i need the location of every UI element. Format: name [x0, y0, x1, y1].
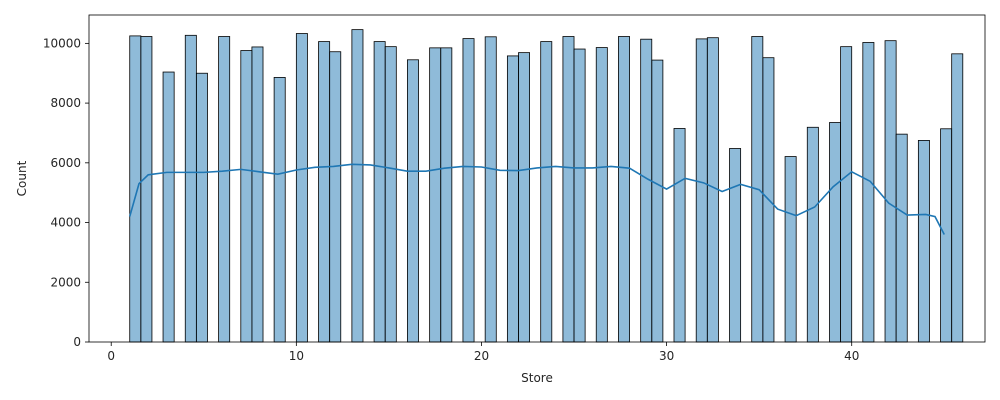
x-axis-label: Store: [521, 371, 553, 385]
histogram-bar: [784, 156, 797, 343]
histogram-bar: [829, 122, 842, 343]
histogram-bar: [673, 128, 686, 343]
histogram-bar: [295, 33, 308, 343]
histogram-bar: [806, 126, 819, 343]
histogram-bar: [251, 46, 264, 343]
y-tick-label: 6000: [50, 156, 81, 170]
histogram-bar: [506, 55, 519, 343]
y-tick-label: 2000: [50, 275, 81, 289]
histogram-bar: [462, 38, 475, 343]
y-tick-label: 0: [73, 335, 81, 349]
histogram-bar: [273, 77, 286, 343]
histogram-bar: [407, 59, 419, 343]
histogram-bar: [351, 29, 364, 343]
histogram-bar: [895, 133, 908, 343]
histogram-bar: [695, 38, 708, 343]
y-axis: 0 2000 4000 6000 8000 10000: [43, 36, 89, 349]
histogram-bar: [651, 59, 664, 343]
histogram-bar: [640, 38, 653, 343]
histogram-bar: [129, 35, 142, 343]
histogram-bar: [240, 50, 253, 343]
kde-curve: [128, 163, 945, 235]
y-tick-label: 8000: [50, 96, 81, 110]
histogram-bar: [184, 34, 197, 343]
histogram-bar: [484, 36, 497, 343]
histogram-bar: [429, 47, 442, 343]
histogram-bar: [140, 36, 153, 343]
histogram-bar: [318, 41, 331, 343]
histogram-bar: [540, 41, 553, 343]
x-tick-label: 40: [844, 349, 859, 363]
x-tick-label: 30: [659, 349, 674, 363]
bars-group: [129, 29, 964, 343]
histogram-bar: [595, 47, 608, 343]
histogram-bar: [562, 36, 575, 343]
x-tick-label: 20: [474, 349, 489, 363]
histogram-bar: [862, 42, 875, 343]
histogram-bar: [729, 148, 742, 343]
histogram-bar: [840, 46, 853, 343]
histogram-bar: [618, 36, 630, 343]
histogram-bar: [951, 53, 964, 343]
histogram-bar: [329, 51, 342, 343]
x-tick-label: 0: [107, 349, 115, 363]
histogram-bar: [440, 47, 453, 343]
histogram-bar: [917, 140, 930, 343]
histogram-bar: [373, 41, 386, 343]
histogram-bar: [384, 46, 397, 343]
histogram-bar: [940, 128, 953, 343]
histogram-bar: [573, 48, 586, 343]
y-tick-label: 4000: [50, 216, 81, 230]
x-axis: 0 10 20 30 40: [107, 342, 859, 363]
histogram-bar: [195, 72, 208, 343]
y-axis-label: Count: [15, 160, 29, 196]
y-tick-label: 10000: [43, 36, 81, 50]
histogram-bar: [162, 71, 175, 343]
histogram-bar: [218, 36, 231, 343]
histogram-bar: [518, 52, 530, 343]
plot-frame: [88, 14, 986, 343]
histogram-bar: [884, 40, 897, 343]
x-tick-label: 10: [289, 349, 304, 363]
